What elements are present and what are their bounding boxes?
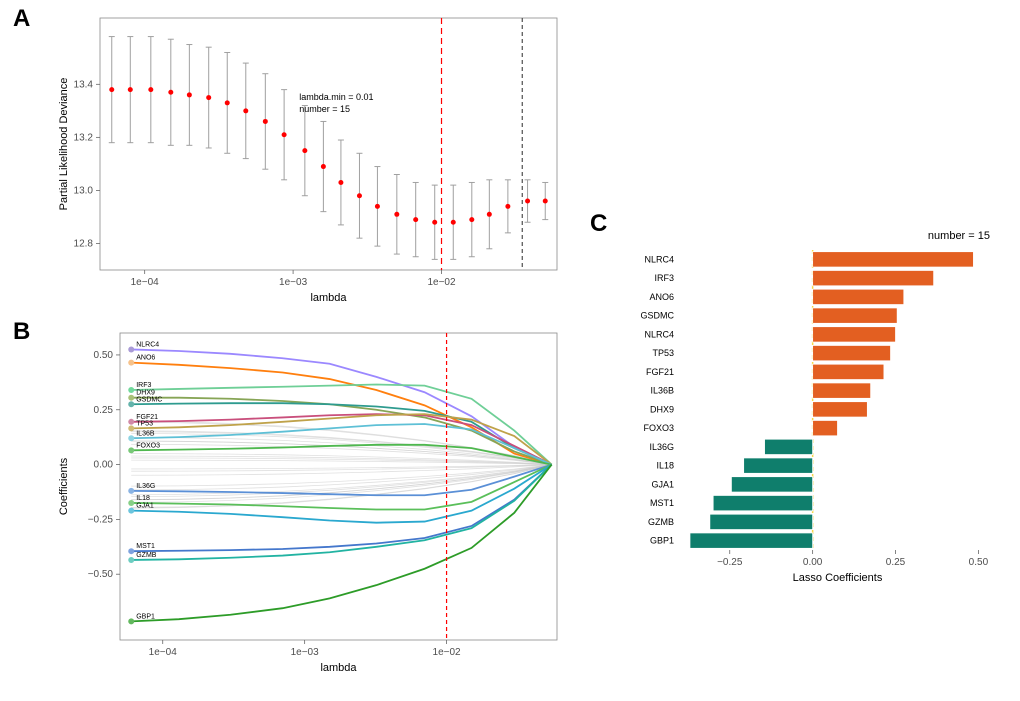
svg-text:lambda: lambda — [310, 292, 347, 304]
svg-text:Lasso Coefficients: Lasso Coefficients — [793, 572, 883, 584]
svg-text:GJA1: GJA1 — [136, 503, 154, 510]
svg-text:number = 15: number = 15 — [299, 104, 350, 114]
svg-text:1e−02: 1e−02 — [427, 277, 456, 288]
svg-text:lambda: lambda — [320, 662, 357, 674]
svg-text:1e−03: 1e−03 — [291, 647, 320, 658]
svg-text:GBP1: GBP1 — [650, 536, 674, 546]
svg-text:1e−04: 1e−04 — [149, 647, 178, 658]
panel-c-chart: number = 15 NLRC4 IRF3 ANO6 GSDMC NLRC4 TP53 FG… — [625, 225, 1005, 585]
svg-text:DHX9: DHX9 — [650, 404, 674, 414]
svg-text:0.25: 0.25 — [886, 557, 906, 568]
svg-text:−0.25: −0.25 — [717, 557, 743, 568]
svg-text:ANO6: ANO6 — [649, 292, 674, 302]
svg-text:0.50: 0.50 — [969, 557, 989, 568]
svg-text:IL36B: IL36B — [650, 386, 674, 396]
panel-c-label: C — [590, 210, 607, 238]
svg-text:number = 15: number = 15 — [928, 230, 990, 242]
svg-text:1e−04: 1e−04 — [131, 277, 160, 288]
svg-text:13.2: 13.2 — [74, 132, 94, 143]
panel-b-chart: −0.50 −0.25 0.00 0.25 0.50 1e−04 1e−03 1e−02 lam… — [55, 325, 565, 675]
svg-text:lambda.min = 0.01: lambda.min = 0.01 — [299, 92, 373, 102]
svg-text:FGF21: FGF21 — [646, 367, 674, 377]
svg-text:GBP1: GBP1 — [136, 613, 155, 620]
svg-text:IRF3: IRF3 — [654, 273, 674, 283]
svg-text:1e−02: 1e−02 — [433, 647, 462, 658]
svg-text:GSDMC: GSDMC — [136, 396, 162, 403]
svg-text:IL36G: IL36G — [136, 483, 155, 490]
svg-text:IL36G: IL36G — [649, 442, 674, 452]
svg-text:NLRC4: NLRC4 — [644, 254, 674, 264]
svg-text:FOXO3: FOXO3 — [136, 442, 160, 449]
svg-text:GSDMC: GSDMC — [641, 311, 675, 321]
svg-text:1e−03: 1e−03 — [279, 277, 308, 288]
svg-text:IL18: IL18 — [136, 495, 150, 502]
svg-text:NLRC4: NLRC4 — [136, 341, 159, 348]
panel-b-label: B — [13, 318, 30, 346]
svg-text:13.0: 13.0 — [74, 185, 94, 196]
svg-text:GZMB: GZMB — [136, 552, 157, 559]
svg-text:−0.50: −0.50 — [88, 569, 114, 580]
svg-text:Coefficients: Coefficients — [58, 457, 70, 515]
svg-text:TP53: TP53 — [652, 348, 674, 358]
svg-text:IRF3: IRF3 — [136, 382, 151, 389]
svg-text:MST1: MST1 — [650, 498, 674, 508]
svg-text:NLRC4: NLRC4 — [644, 329, 674, 339]
svg-text:12.8: 12.8 — [74, 238, 94, 249]
svg-text:0.25: 0.25 — [94, 405, 114, 416]
svg-text:0.00: 0.00 — [803, 557, 823, 568]
svg-text:GZMB: GZMB — [648, 517, 674, 527]
svg-text:0.00: 0.00 — [94, 460, 114, 471]
panel-a-chart: 12.8 13.0 13.2 13.4 1e−04 1e−03 1e−02 lambda Par… — [55, 10, 565, 305]
svg-text:IL36B: IL36B — [136, 430, 155, 437]
svg-text:0.50: 0.50 — [94, 350, 114, 361]
svg-text:ANO6: ANO6 — [136, 355, 155, 362]
svg-text:13.4: 13.4 — [74, 79, 94, 90]
svg-text:MST1: MST1 — [136, 543, 155, 550]
svg-text:−0.25: −0.25 — [88, 514, 114, 525]
panel-a-label: A — [13, 5, 30, 33]
svg-text:TP53: TP53 — [136, 420, 153, 427]
svg-text:Partial Likelihood Deviance: Partial Likelihood Deviance — [58, 78, 70, 211]
svg-text:IL18: IL18 — [656, 461, 674, 471]
svg-text:FOXO3: FOXO3 — [643, 423, 674, 433]
svg-text:GJA1: GJA1 — [651, 479, 674, 489]
